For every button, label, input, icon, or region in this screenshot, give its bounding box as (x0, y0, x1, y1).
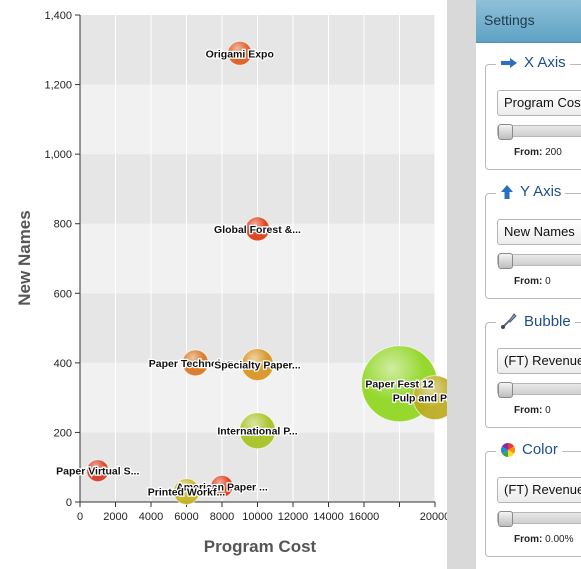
bubble-from: From: 0 (514, 405, 551, 416)
inflator-icon (501, 313, 517, 329)
bubble-from-value: 0 (545, 405, 551, 416)
y-axis-title: New Names (15, 210, 34, 305)
bubble-label: Paper Virtual S... (56, 466, 139, 478)
y-tick-label: 800 (54, 219, 72, 231)
y-axis-slider-handle[interactable] (498, 253, 513, 269)
bubble-highlight (245, 216, 270, 241)
x-tick-label: 6000 (174, 511, 198, 523)
y-axis-group: Y Axis New Names From: 0 (485, 183, 581, 299)
x-tick-label: 2000 (103, 511, 127, 523)
bubble-label: Printed Workf... (148, 487, 225, 499)
chart-panel: 0 200 400 600 800 1,000 1,200 1,400 0 2000 4000 600… (0, 0, 447, 569)
settings-title: Settings (476, 0, 581, 43)
color-wheel-icon (501, 442, 515, 457)
panel-gutter (447, 0, 476, 569)
y-axis-from: From: 0 (514, 276, 551, 287)
x-axis-title: Program Cost (204, 537, 317, 556)
x-tick-label: 14000 (313, 511, 344, 523)
bubble-highlight (241, 348, 274, 381)
y-tick-label: 0 (66, 497, 72, 509)
x-axis-slider-handle[interactable] (498, 124, 513, 140)
y-axis-from-value: 0 (545, 276, 551, 287)
y-tick-label: 400 (54, 358, 72, 370)
y-tick-label: 600 (54, 288, 72, 300)
x-axis-select[interactable]: Program Cost (497, 90, 581, 116)
x-tick-label: 0 (77, 511, 83, 523)
bubble-highlight (413, 375, 447, 420)
color-from-value: 0.00% (545, 534, 574, 545)
x-axis-from-label: From: (514, 147, 543, 158)
bubble-range-slider[interactable] (497, 382, 581, 398)
x-axis-title-label: X Axis (524, 54, 566, 71)
color-select[interactable]: (FT) Revenue (497, 477, 581, 503)
bubble-highlight (211, 475, 233, 498)
x-axis-from-value: 200 (545, 147, 562, 158)
bubble-title-label: Bubble (524, 312, 571, 330)
bubble-highlight (239, 412, 276, 449)
x-tick-label: 12000 (278, 511, 309, 523)
x-tick-label: 16000 (349, 511, 380, 523)
bubble-chart: 0 200 400 600 800 1,000 1,200 1,400 0 2000 4000 600… (15, 10, 447, 556)
y-tick-label: 200 (54, 427, 72, 439)
x-axis-from: From: 200 (514, 147, 562, 158)
right-arrow-icon (501, 57, 517, 68)
y-tick-label: 1,000 (44, 149, 72, 161)
bubble-label: Paper Technolog... (149, 358, 242, 370)
y-axis-from-label: From: (514, 276, 543, 287)
x-tick-label: 8000 (210, 511, 234, 523)
y-tick-label: 1,400 (44, 10, 72, 22)
color-title-label: Color (522, 441, 558, 458)
color-from: From: 0.00% (514, 534, 573, 545)
x-axis-group: X Axis Program Cost From: 200 (485, 54, 581, 170)
color-group: Color (FT) Revenue From: 0.00% (485, 441, 581, 557)
bubble-from-label: From: (514, 405, 543, 416)
x-tick-label: 4000 (139, 511, 163, 523)
bubble-highlight (227, 41, 252, 66)
up-arrow-icon (501, 184, 513, 199)
bubble-label: Global Forest &... (214, 224, 301, 236)
color-range-slider[interactable] (497, 511, 581, 527)
bubble-label: International P... (217, 426, 297, 438)
bubble-label: Pulp and Paper... (393, 393, 447, 405)
y-axis-title-label: Y Axis (520, 183, 562, 200)
bubble-highlight (173, 478, 200, 505)
bubble-label: Origami Expo (206, 48, 274, 60)
bubble-group: Bubble (FT) Revenue From: 0 (485, 312, 581, 428)
bubble-label: Specialty Paper... (214, 360, 300, 372)
x-tick-label: 10000 (242, 511, 273, 523)
bubble-select[interactable]: (FT) Revenue (497, 348, 581, 374)
bubble-label: Paper Fest 12 (365, 379, 433, 391)
y-axis-select[interactable]: New Names (497, 219, 581, 245)
bubble-slider-handle[interactable] (498, 382, 513, 398)
color-from-label: From: (514, 534, 543, 545)
bubble-highlight (86, 459, 109, 482)
y-axis-range-slider[interactable] (497, 253, 581, 269)
y-tick-label: 1,200 (44, 80, 72, 92)
x-tick-label: 20000 (420, 511, 447, 523)
bubble-label: American Paper ... (176, 481, 268, 493)
x-axis-range-slider[interactable] (497, 124, 581, 140)
color-slider-handle[interactable] (498, 511, 513, 527)
settings-panel: Settings X Axis Program Cost From: 200 Y… (476, 0, 581, 569)
bubble-highlight (182, 349, 209, 376)
